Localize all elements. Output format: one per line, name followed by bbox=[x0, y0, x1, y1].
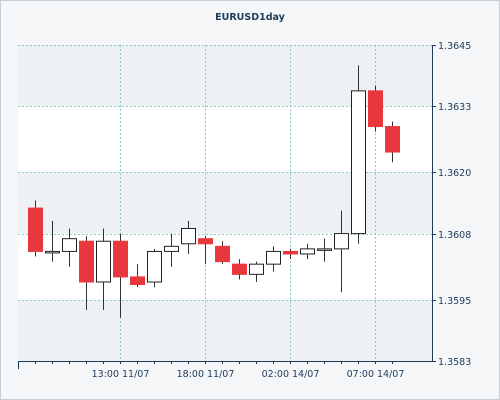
candle bbox=[368, 85, 383, 132]
y-tick-label: 1.3583 bbox=[438, 357, 471, 368]
candle-body-up bbox=[96, 240, 111, 283]
y-tick-label: 1.3645 bbox=[438, 41, 471, 52]
x-tick-label: 07:00 14/07 bbox=[347, 369, 405, 380]
candle bbox=[96, 228, 111, 311]
candle bbox=[45, 220, 60, 262]
y-tick-label: 1.3620 bbox=[438, 168, 471, 179]
y-tick-label: 1.3633 bbox=[438, 102, 471, 113]
candle-body-down bbox=[232, 263, 247, 275]
candle-body-up bbox=[249, 263, 264, 275]
candle-body-down bbox=[79, 240, 94, 283]
candle-body-down bbox=[283, 250, 298, 255]
candle-body-down bbox=[28, 207, 43, 252]
candle-body-up bbox=[147, 250, 162, 283]
candle bbox=[266, 246, 281, 272]
candle bbox=[79, 236, 94, 311]
candle bbox=[215, 241, 230, 265]
candle-body-down bbox=[385, 126, 400, 153]
candle-body-down bbox=[113, 240, 128, 278]
candle bbox=[249, 261, 264, 282]
candle bbox=[300, 243, 315, 260]
candle bbox=[232, 259, 247, 280]
candle bbox=[181, 220, 196, 254]
candle-body-down bbox=[130, 276, 145, 286]
candle bbox=[334, 210, 349, 293]
candles bbox=[28, 65, 400, 318]
candle-body-up bbox=[334, 233, 349, 250]
candle-body-up bbox=[45, 250, 60, 254]
candle bbox=[317, 238, 332, 262]
candle-body-up bbox=[181, 227, 196, 245]
candle bbox=[130, 264, 145, 288]
candle-body-up bbox=[266, 250, 281, 265]
candle bbox=[198, 236, 213, 265]
candle bbox=[351, 65, 366, 244]
chart-title: EURUSD1day bbox=[215, 12, 285, 23]
candle bbox=[113, 233, 128, 318]
candle-body-down bbox=[198, 238, 213, 245]
y-tick-label: 1.3595 bbox=[438, 296, 471, 307]
axes: 1.3645 1.3633 1.3620 1.3608 1.3595 1.3583 13:0… bbox=[18, 41, 471, 380]
candle bbox=[62, 228, 77, 267]
candle bbox=[164, 233, 179, 267]
candle-body-up bbox=[300, 248, 315, 255]
candle bbox=[283, 248, 298, 260]
x-tick-label: 02:00 14/07 bbox=[262, 369, 320, 380]
candle-body-up bbox=[164, 245, 179, 252]
candle-body-up bbox=[62, 238, 77, 252]
candle bbox=[147, 248, 162, 288]
candle-body-down bbox=[368, 90, 383, 128]
candle-body-up bbox=[351, 90, 366, 235]
candle bbox=[28, 200, 43, 257]
x-tick-label: 13:00 11/07 bbox=[92, 369, 150, 380]
candle bbox=[385, 121, 400, 163]
candle-body-down bbox=[215, 245, 230, 263]
candle-body-up bbox=[317, 248, 332, 251]
x-tick-label: 18:00 11/07 bbox=[177, 369, 235, 380]
y-tick-label: 1.3608 bbox=[438, 230, 471, 241]
